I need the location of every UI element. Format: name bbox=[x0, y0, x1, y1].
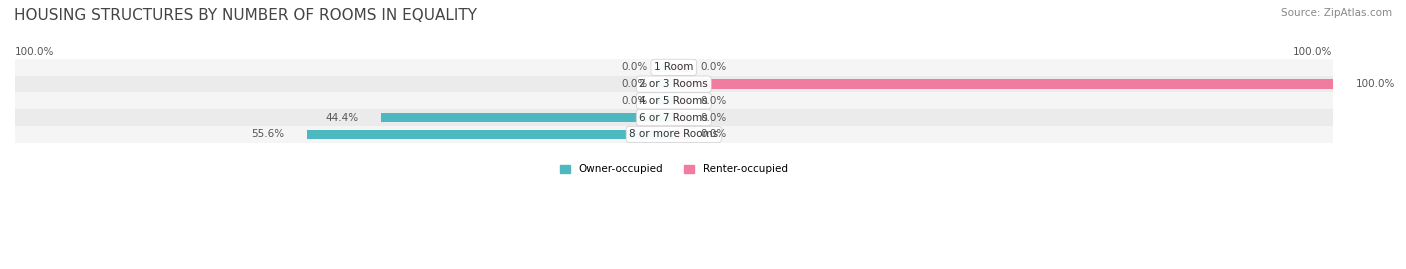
Text: 55.6%: 55.6% bbox=[252, 129, 284, 139]
Text: 0.0%: 0.0% bbox=[700, 96, 727, 106]
Text: 0.0%: 0.0% bbox=[621, 62, 647, 72]
Text: 0.0%: 0.0% bbox=[700, 62, 727, 72]
Bar bbox=[658, 63, 673, 72]
Bar bbox=[15, 126, 1333, 143]
Text: 6 or 7 Rooms: 6 or 7 Rooms bbox=[640, 113, 709, 123]
Bar bbox=[673, 96, 690, 105]
Text: Source: ZipAtlas.com: Source: ZipAtlas.com bbox=[1281, 8, 1392, 18]
Text: 100.0%: 100.0% bbox=[1294, 47, 1333, 57]
Bar bbox=[381, 113, 673, 122]
Bar bbox=[673, 80, 1333, 89]
Text: HOUSING STRUCTURES BY NUMBER OF ROOMS IN EQUALITY: HOUSING STRUCTURES BY NUMBER OF ROOMS IN… bbox=[14, 8, 477, 23]
Text: 0.0%: 0.0% bbox=[621, 79, 647, 89]
Text: 8 or more Rooms: 8 or more Rooms bbox=[630, 129, 718, 139]
Text: 2 or 3 Rooms: 2 or 3 Rooms bbox=[640, 79, 709, 89]
Bar bbox=[658, 80, 673, 89]
Bar bbox=[673, 113, 690, 122]
Text: 4 or 5 Rooms: 4 or 5 Rooms bbox=[640, 96, 709, 106]
Bar bbox=[15, 59, 1333, 76]
Legend: Owner-occupied, Renter-occupied: Owner-occupied, Renter-occupied bbox=[555, 160, 792, 179]
Bar bbox=[15, 76, 1333, 93]
Bar bbox=[15, 109, 1333, 126]
Text: 0.0%: 0.0% bbox=[700, 113, 727, 123]
Bar bbox=[673, 63, 690, 72]
Bar bbox=[308, 130, 673, 139]
Text: 100.0%: 100.0% bbox=[1355, 79, 1395, 89]
Bar bbox=[658, 96, 673, 105]
Text: 100.0%: 100.0% bbox=[15, 47, 55, 57]
Bar bbox=[673, 130, 690, 139]
Text: 0.0%: 0.0% bbox=[700, 129, 727, 139]
Text: 1 Room: 1 Room bbox=[654, 62, 693, 72]
Text: 0.0%: 0.0% bbox=[621, 96, 647, 106]
Bar bbox=[15, 93, 1333, 109]
Text: 44.4%: 44.4% bbox=[325, 113, 359, 123]
